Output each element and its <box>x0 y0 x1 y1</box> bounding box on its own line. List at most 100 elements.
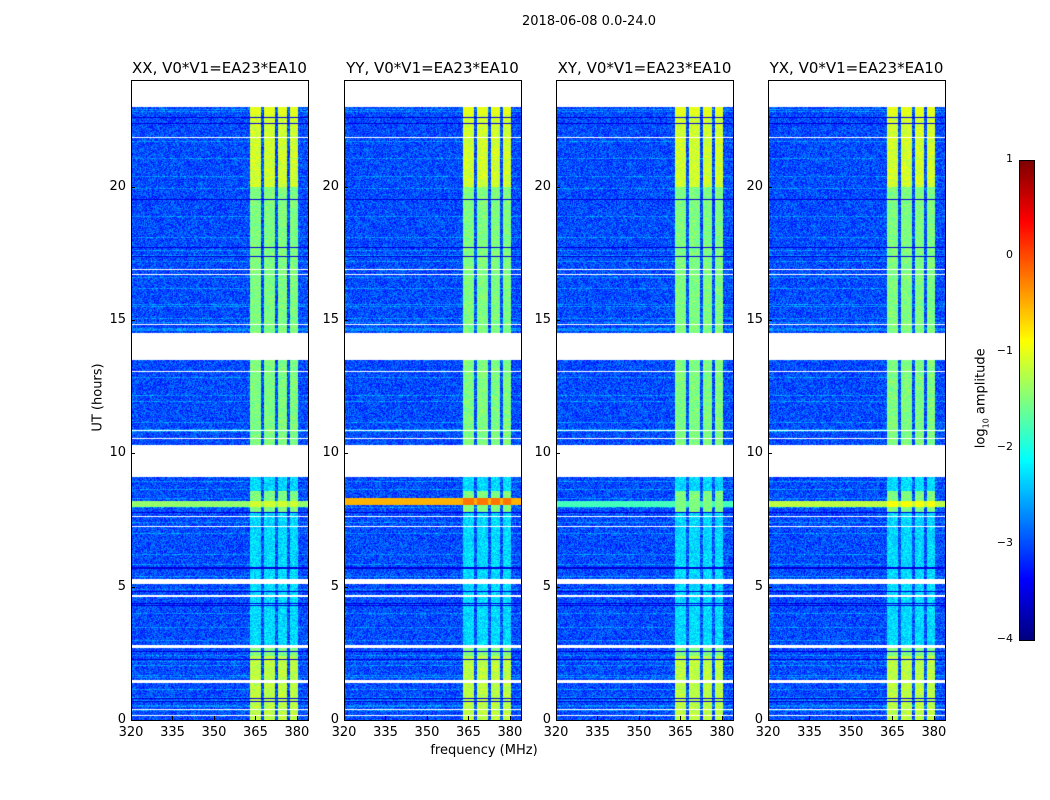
y-tick-label: 5 <box>330 578 339 594</box>
x-tick-mark <box>721 716 723 720</box>
colorbar-tick-label: −3 <box>996 536 1013 549</box>
x-tick-mark <box>680 716 682 720</box>
x-tick-label: 350 <box>414 725 440 740</box>
y-tick-mark <box>131 453 135 455</box>
x-tick-label: 335 <box>797 725 822 740</box>
y-tick-mark <box>131 720 135 721</box>
y-tick-mark <box>768 320 772 321</box>
x-tick-label: 380 <box>497 725 523 740</box>
y-tick-mark <box>556 186 560 188</box>
y-tick-mark <box>344 720 348 721</box>
y-tick-label: 0 <box>330 712 339 727</box>
y-tick-label: 10 <box>109 445 126 461</box>
x-tick-mark <box>850 716 852 720</box>
x-tick-label: 320 <box>755 725 781 740</box>
y-tick-label: 5 <box>542 578 551 594</box>
y-tick-mark <box>344 453 348 455</box>
y-axis-label: UT (hours) <box>90 363 106 432</box>
panel-title: YX, V0*V1=EA23*EA10 <box>769 59 944 77</box>
waterfall-heatmap <box>131 80 308 720</box>
y-tick-label: 15 <box>746 312 763 327</box>
x-tick-mark <box>556 716 557 720</box>
x-tick-label: 335 <box>160 725 185 740</box>
y-tick-mark <box>768 720 772 721</box>
y-tick-label: 15 <box>534 312 551 327</box>
colorbar-tick-label: −2 <box>996 440 1013 453</box>
y-tick-label: 15 <box>109 312 126 327</box>
y-tick-label: 5 <box>117 578 126 594</box>
x-tick-mark <box>385 716 387 720</box>
x-tick-label: 365 <box>243 725 268 740</box>
x-tick-label: 365 <box>880 725 905 740</box>
y-tick-mark <box>344 320 348 321</box>
y-tick-label: 5 <box>754 578 763 594</box>
colorbar-tick-label: −4 <box>996 632 1013 645</box>
y-tick-label: 15 <box>322 312 339 327</box>
x-tick-mark <box>509 716 511 720</box>
y-tick-mark <box>556 320 560 321</box>
x-tick-label: 335 <box>585 725 610 740</box>
y-tick-mark <box>344 186 348 188</box>
panel-title: YY, V0*V1=EA23*EA10 <box>346 59 519 77</box>
waterfall-heatmap <box>344 80 521 720</box>
x-tick-label: 335 <box>373 725 398 740</box>
x-tick-label: 365 <box>456 725 481 740</box>
y-tick-label: 0 <box>754 712 763 727</box>
x-tick-label: 380 <box>921 725 947 740</box>
y-tick-mark <box>768 586 772 588</box>
y-tick-mark <box>768 186 772 188</box>
y-tick-label: 0 <box>117 712 126 727</box>
colorbar-tick-label: −1 <box>996 344 1013 357</box>
waterfall-heatmap <box>556 80 733 720</box>
y-tick-mark <box>556 453 560 455</box>
x-tick-label: 380 <box>284 725 310 740</box>
y-tick-label: 20 <box>322 178 339 194</box>
x-tick-mark <box>131 716 132 720</box>
x-tick-mark <box>213 716 215 720</box>
y-tick-label: 10 <box>322 445 339 461</box>
panel-title: XY, V0*V1=EA23*EA10 <box>557 59 732 77</box>
y-tick-mark <box>131 186 135 188</box>
x-tick-label: 365 <box>668 725 693 740</box>
x-tick-label: 350 <box>838 725 864 740</box>
colorbar <box>1019 160 1035 641</box>
y-tick-mark <box>556 720 560 721</box>
x-tick-mark <box>296 716 298 720</box>
y-tick-mark <box>768 453 772 455</box>
y-tick-mark <box>131 586 135 588</box>
x-axis-label: frequency (MHz) <box>430 743 538 758</box>
x-tick-mark <box>172 716 174 720</box>
colorbar-tick-label: 1 <box>1006 152 1013 165</box>
x-tick-mark <box>768 716 769 720</box>
x-tick-label: 320 <box>543 725 569 740</box>
y-tick-label: 10 <box>746 445 763 461</box>
figure-title: 2018-06-08 0.0-24.0 <box>522 14 656 29</box>
y-tick-label: 20 <box>746 178 763 194</box>
y-tick-mark <box>556 586 560 588</box>
x-tick-mark <box>597 716 599 720</box>
y-tick-label: 0 <box>542 712 551 727</box>
panel-title: XX, V0*V1=EA23*EA10 <box>132 59 307 77</box>
x-tick-mark <box>255 716 257 720</box>
colorbar-label: log10 amplitude <box>973 348 991 449</box>
y-tick-mark <box>344 586 348 588</box>
waterfall-heatmap <box>768 80 945 720</box>
y-tick-mark <box>131 320 135 321</box>
y-tick-label: 10 <box>534 445 551 461</box>
x-tick-mark <box>426 716 428 720</box>
y-tick-label: 20 <box>109 178 126 194</box>
x-tick-mark <box>344 716 345 720</box>
x-tick-label: 320 <box>331 725 357 740</box>
x-tick-label: 320 <box>118 725 144 740</box>
x-tick-mark <box>892 716 894 720</box>
y-tick-label: 20 <box>534 178 551 194</box>
x-tick-mark <box>809 716 811 720</box>
x-tick-label: 350 <box>626 725 652 740</box>
x-tick-mark <box>638 716 640 720</box>
x-tick-mark <box>468 716 470 720</box>
x-tick-label: 350 <box>201 725 227 740</box>
x-tick-mark <box>933 716 935 720</box>
x-tick-label: 380 <box>709 725 735 740</box>
colorbar-tick-label: 0 <box>1006 248 1013 261</box>
